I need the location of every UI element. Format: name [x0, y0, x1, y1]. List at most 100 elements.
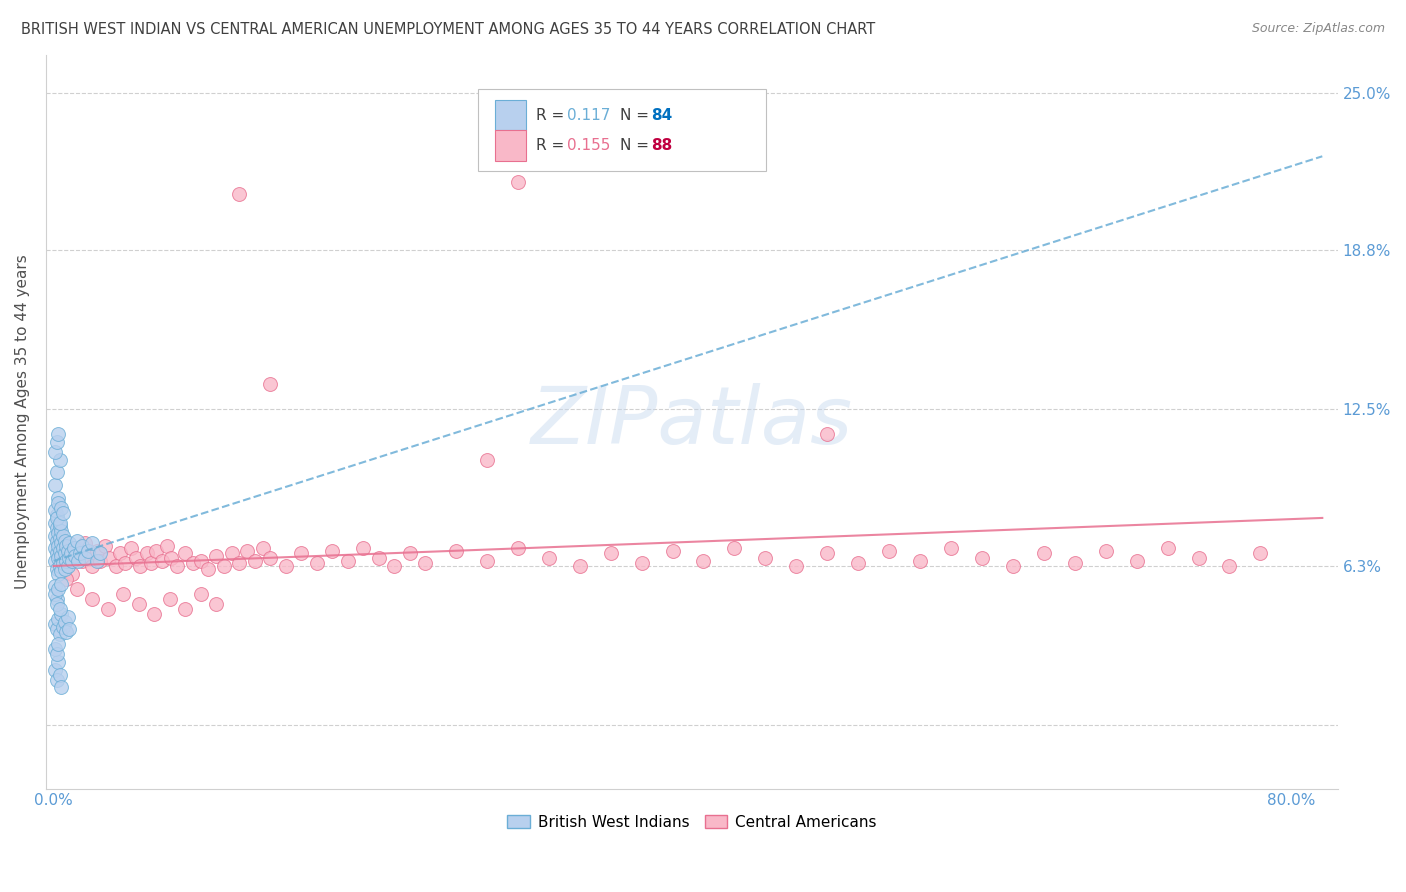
- Point: [52, 557, 75, 571]
- Point: [45, 561, 67, 575]
- Point: [815, 546, 838, 560]
- Point: [367, 551, 389, 566]
- Point: [166, 559, 188, 574]
- Point: [53, 546, 76, 560]
- Point: [44, 541, 66, 556]
- Point: [73, 536, 96, 550]
- Point: [723, 541, 745, 556]
- Point: [1125, 554, 1147, 568]
- Point: [630, 557, 652, 571]
- Point: [128, 597, 150, 611]
- Point: [305, 557, 328, 571]
- Point: [94, 539, 117, 553]
- Point: [49, 667, 72, 681]
- Text: 0.117: 0.117: [567, 108, 610, 122]
- Point: [45, 435, 67, 450]
- Point: [274, 559, 297, 574]
- Point: [1063, 557, 1085, 571]
- Point: [1218, 559, 1240, 574]
- Point: [125, 551, 148, 566]
- Point: [475, 452, 498, 467]
- Point: [46, 539, 69, 553]
- Point: [46, 612, 69, 626]
- Point: [52, 528, 75, 542]
- Point: [156, 539, 179, 553]
- Point: [67, 554, 90, 568]
- Point: [970, 551, 993, 566]
- Text: 88: 88: [651, 138, 672, 153]
- Point: [506, 175, 529, 189]
- Point: [1249, 546, 1271, 560]
- Point: [190, 554, 212, 568]
- Point: [58, 551, 80, 566]
- Point: [1094, 543, 1116, 558]
- Point: [53, 533, 76, 548]
- Text: Source: ZipAtlas.com: Source: ZipAtlas.com: [1251, 22, 1385, 36]
- Point: [66, 533, 89, 548]
- Point: [49, 543, 72, 558]
- Point: [53, 615, 76, 629]
- Point: [69, 546, 91, 560]
- Point: [60, 566, 83, 581]
- Point: [66, 582, 89, 596]
- Point: [1156, 541, 1178, 556]
- Text: BRITISH WEST INDIAN VS CENTRAL AMERICAN UNEMPLOYMENT AMONG AGES 35 TO 44 YEARS C: BRITISH WEST INDIAN VS CENTRAL AMERICAN …: [21, 22, 876, 37]
- Point: [58, 622, 80, 636]
- Point: [51, 500, 73, 515]
- Point: [82, 559, 104, 574]
- Point: [46, 637, 69, 651]
- Point: [63, 541, 86, 556]
- Point: [82, 536, 104, 550]
- Point: [181, 557, 204, 571]
- Point: [45, 521, 67, 535]
- Point: [44, 587, 66, 601]
- Point: [86, 554, 108, 568]
- Point: [160, 551, 183, 566]
- Point: [46, 526, 69, 541]
- Point: [236, 543, 259, 558]
- Point: [228, 557, 250, 571]
- Point: [321, 543, 343, 558]
- Point: [44, 478, 66, 492]
- Point: [413, 557, 436, 571]
- Point: [44, 617, 66, 632]
- Point: [58, 546, 80, 560]
- Point: [82, 591, 104, 606]
- Legend: British West Indians, Central Americans: British West Indians, Central Americans: [501, 809, 883, 836]
- Point: [228, 187, 250, 202]
- Point: [197, 561, 219, 575]
- Point: [70, 554, 93, 568]
- Point: [52, 541, 75, 556]
- Point: [52, 620, 75, 634]
- Point: [55, 624, 77, 639]
- Point: [44, 503, 66, 517]
- Point: [45, 533, 67, 548]
- Point: [1001, 559, 1024, 574]
- Point: [44, 642, 66, 657]
- Point: [1187, 551, 1209, 566]
- Point: [65, 549, 87, 563]
- Point: [76, 543, 98, 558]
- Text: R =: R =: [536, 138, 569, 153]
- Point: [114, 557, 136, 571]
- Point: [908, 554, 931, 568]
- Point: [815, 427, 838, 442]
- Point: [212, 559, 235, 574]
- Point: [60, 554, 83, 568]
- Point: [49, 452, 72, 467]
- Point: [120, 541, 142, 556]
- Point: [141, 557, 163, 571]
- Point: [46, 491, 69, 505]
- Point: [51, 554, 73, 568]
- Point: [599, 546, 621, 560]
- Point: [129, 559, 152, 574]
- Point: [110, 546, 132, 560]
- Point: [89, 546, 111, 560]
- Text: N =: N =: [620, 138, 654, 153]
- Point: [692, 554, 714, 568]
- Point: [55, 572, 77, 586]
- Point: [537, 551, 560, 566]
- Point: [49, 602, 72, 616]
- Point: [939, 541, 962, 556]
- Point: [45, 597, 67, 611]
